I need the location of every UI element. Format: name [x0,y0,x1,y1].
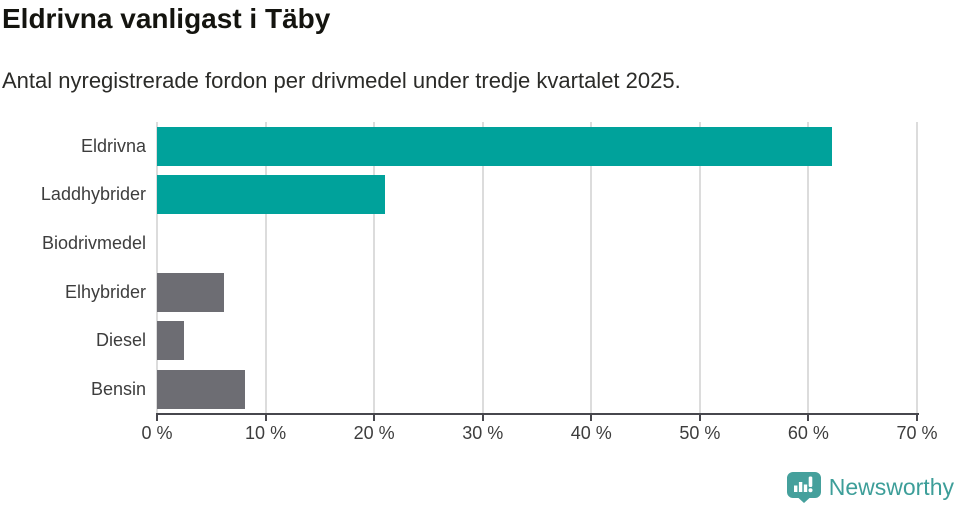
gridline [698,122,701,414]
gridline [916,122,918,414]
x-tick-label: 30 % [462,423,504,443]
x-tick-mark [698,415,701,421]
x-tick-mark [264,415,267,421]
x-tick-label: 20 % [353,423,395,443]
y-axis-category-labels: Eldrivna Laddhybrider Biodrivmedel Elhybrid… [0,122,146,414]
bar-row [157,268,917,317]
gridline [481,122,484,414]
bar-row [157,122,917,171]
chart-title: Eldrivna vanligast i Täby [2,3,331,34]
bar-elhybrider [157,272,225,312]
x-tick-label: 10 % [245,423,287,443]
gridline [373,122,376,414]
bar-diesel [157,321,185,361]
x-tick-mark [916,415,918,421]
category-label-biodrivmedel: Biodrivmedel [41,233,146,254]
x-axis-line [156,413,919,415]
x-tick-mark [481,415,484,421]
category-label-elhybrider: Elhybrider [64,281,146,302]
bar-row [157,171,917,220]
bar-row [157,365,917,414]
category-label-diesel: Diesel [95,330,146,351]
x-tick-label: 40 % [570,423,612,443]
bar-eldrivna [157,126,833,166]
newsworthy-logo-icon [786,472,821,503]
brand-footer: Newsworthy [786,472,954,503]
category-label-bensin: Bensin [90,379,146,400]
x-tick-label: 0 % [141,423,173,443]
bar-laddhybrider [157,175,385,215]
bars-container [157,122,917,414]
bar-row [157,317,917,366]
gridline [807,122,810,414]
x-tick-label: 70 % [896,423,938,443]
bar-bensin [157,370,245,410]
gridline [156,122,158,414]
x-tick-mark [156,415,158,421]
category-label-eldrivna: Eldrivna [80,135,146,156]
bar-chart-plot-area [156,122,918,414]
x-tick-mark [590,415,593,421]
category-label-laddhybrider: Laddhybrider [40,184,146,205]
x-tick-mark [807,415,810,421]
gridline [590,122,593,414]
x-tick-label: 50 % [679,423,721,443]
gridline [264,122,267,414]
x-tick-label: 60 % [787,423,829,443]
x-tick-mark [373,415,376,421]
chart-subtitle: Antal nyregistrerade fordon per drivmede… [2,68,681,93]
brand-name: Newsworthy [828,474,954,500]
bar-row [157,219,917,268]
